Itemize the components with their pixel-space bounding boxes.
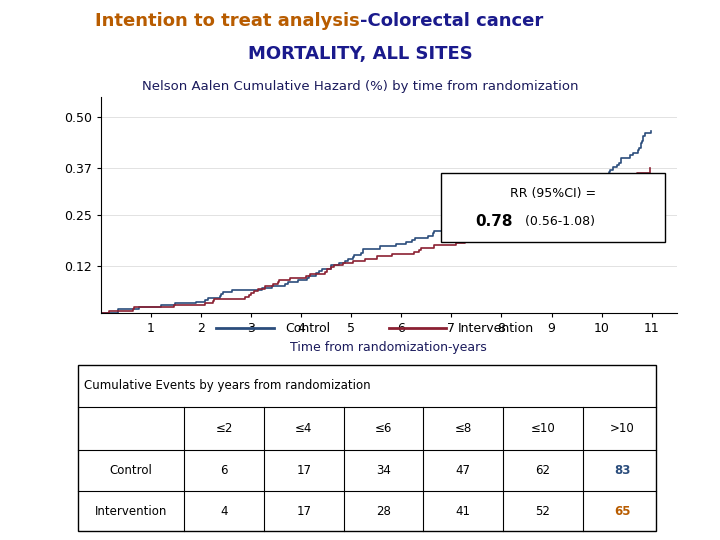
Text: MORTALITY, ALL SITES: MORTALITY, ALL SITES: [248, 45, 472, 63]
Text: 17: 17: [296, 505, 311, 518]
Text: RR (95%CI) =: RR (95%CI) =: [510, 187, 596, 200]
Text: (0.56-1.08): (0.56-1.08): [521, 215, 595, 228]
Text: ≤2: ≤2: [215, 422, 233, 435]
Text: 62: 62: [536, 464, 550, 477]
X-axis label: Time from randomization-years: Time from randomization-years: [290, 341, 487, 354]
Text: Intervention: Intervention: [458, 321, 534, 335]
Text: Intervention: Intervention: [95, 505, 167, 518]
Text: Cumulative Events by years from randomization: Cumulative Events by years from randomiz…: [84, 380, 370, 393]
Point: [442, 325, 451, 331]
Text: >10: >10: [610, 422, 635, 435]
Point: [384, 325, 393, 331]
Text: 6: 6: [220, 464, 228, 477]
Text: Control: Control: [109, 464, 153, 477]
Text: 83: 83: [614, 464, 631, 477]
Text: 65: 65: [614, 505, 631, 518]
Text: 41: 41: [456, 505, 471, 518]
Text: 28: 28: [376, 505, 391, 518]
Text: Nelson Aalen Cumulative Hazard (%) by time from randomization: Nelson Aalen Cumulative Hazard (%) by ti…: [142, 80, 578, 93]
Text: 47: 47: [456, 464, 471, 477]
Text: Control: Control: [285, 321, 330, 335]
Text: ≤6: ≤6: [374, 422, 392, 435]
Text: ≤10: ≤10: [531, 422, 555, 435]
FancyBboxPatch shape: [441, 173, 665, 242]
Text: ≤4: ≤4: [295, 422, 312, 435]
Text: 17: 17: [296, 464, 311, 477]
Text: 34: 34: [376, 464, 391, 477]
Text: -Colorectal cancer: -Colorectal cancer: [360, 12, 544, 30]
Text: 0.78: 0.78: [475, 214, 513, 229]
Text: 52: 52: [536, 505, 550, 518]
Text: 4: 4: [220, 505, 228, 518]
Point: [269, 325, 278, 331]
Text: ≤8: ≤8: [454, 422, 472, 435]
Text: Intention to treat analysis: Intention to treat analysis: [95, 12, 360, 30]
Point: [212, 325, 220, 331]
